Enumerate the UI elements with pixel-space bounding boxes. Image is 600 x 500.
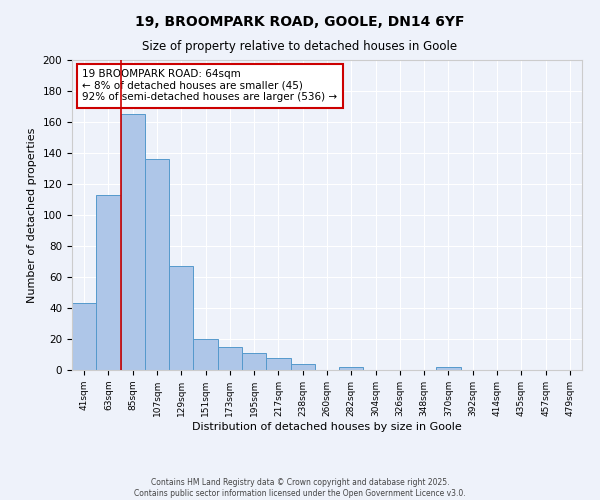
Y-axis label: Number of detached properties: Number of detached properties (27, 128, 37, 302)
Bar (121, 114, 145, 370)
Text: 19 BROOMPARK ROAD: 64sqm
← 8% of detached houses are smaller (45)
92% of semi-de: 19 BROOMPARK ROAD: 64sqm ← 8% of detache… (82, 70, 337, 102)
Bar (72, 304, 96, 370)
Bar (169, 266, 193, 370)
Bar (193, 339, 218, 370)
Bar (145, 159, 169, 370)
Bar (96, 195, 121, 370)
Text: 19, BROOMPARK ROAD, GOOLE, DN14 6YF: 19, BROOMPARK ROAD, GOOLE, DN14 6YF (135, 15, 465, 29)
Bar (339, 367, 364, 370)
X-axis label: Distribution of detached houses by size in Goole: Distribution of detached houses by size … (192, 422, 462, 432)
Bar (266, 358, 290, 370)
Bar (436, 367, 461, 370)
Bar (242, 353, 266, 370)
Bar (218, 347, 242, 370)
Text: Size of property relative to detached houses in Goole: Size of property relative to detached ho… (142, 40, 458, 53)
Text: Contains HM Land Registry data © Crown copyright and database right 2025.
Contai: Contains HM Land Registry data © Crown c… (134, 478, 466, 498)
Bar (290, 364, 315, 370)
